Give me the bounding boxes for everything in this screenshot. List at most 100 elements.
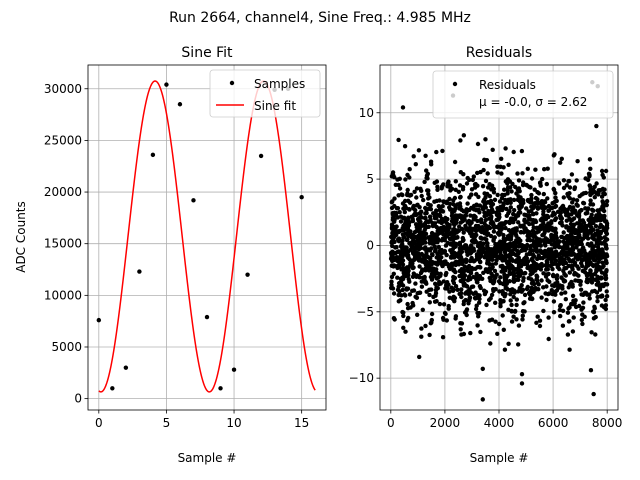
- residual-point: [497, 289, 502, 294]
- residual-point: [396, 299, 401, 304]
- residual-point: [420, 307, 425, 312]
- residual-point: [445, 232, 450, 238]
- residual-point: [476, 314, 481, 319]
- residual-outlier-point: [591, 391, 596, 397]
- residual-point: [460, 187, 466, 192]
- residual-point: [485, 241, 490, 246]
- residual-point: [515, 197, 520, 202]
- residual-point: [457, 273, 462, 279]
- residual-point: [507, 267, 513, 272]
- residual-point: [478, 329, 483, 335]
- residual-point: [555, 209, 561, 214]
- residual-point: [427, 300, 432, 305]
- residual-outlier-point: [519, 371, 525, 377]
- residual-point: [492, 245, 497, 251]
- residual-point: [551, 273, 556, 278]
- residual-point: [527, 184, 532, 190]
- residual-point: [511, 197, 517, 203]
- residual-point: [396, 193, 401, 198]
- residual-point: [474, 279, 480, 285]
- residual-point: [405, 318, 410, 323]
- residual-point: [535, 256, 540, 262]
- residual-point: [400, 262, 406, 267]
- residual-point: [591, 187, 596, 193]
- residual-point: [589, 225, 594, 230]
- residual-point: [564, 183, 569, 188]
- residual-point: [531, 225, 536, 230]
- residual-point: [459, 332, 464, 337]
- residual-point: [469, 234, 474, 239]
- residual-point: [598, 215, 603, 221]
- residual-point: [437, 301, 443, 307]
- residual-point: [466, 301, 471, 306]
- residual-point: [423, 323, 428, 329]
- residual-point: [458, 220, 463, 225]
- residual-point: [395, 275, 400, 280]
- residuals-y-ticks: −10 −5 0 5 10: [349, 106, 380, 385]
- residual-point: [498, 280, 503, 286]
- residual-point: [489, 187, 494, 192]
- x-tick-label: 5: [163, 416, 171, 430]
- residual-point: [468, 251, 473, 256]
- residual-point: [454, 259, 459, 264]
- residual-point: [519, 283, 524, 288]
- residual-point: [474, 275, 479, 281]
- residual-point: [594, 218, 599, 223]
- residual-point: [497, 208, 502, 213]
- residual-point: [508, 205, 513, 210]
- sample-point: [177, 102, 183, 107]
- residual-point: [447, 201, 453, 206]
- residual-point: [455, 235, 460, 240]
- residual-point: [541, 191, 546, 197]
- residual-point: [506, 162, 511, 167]
- samples-points-layer: [96, 82, 304, 391]
- residual-point: [468, 213, 473, 218]
- residual-point: [549, 288, 554, 293]
- residual-point: [464, 312, 469, 318]
- residual-point: [481, 288, 487, 293]
- residual-point: [490, 147, 495, 152]
- residual-point: [432, 213, 437, 219]
- residual-point: [474, 271, 479, 277]
- residual-point: [415, 202, 420, 207]
- residual-point: [426, 268, 432, 273]
- residual-point: [478, 252, 483, 257]
- residual-point: [495, 331, 500, 336]
- residual-point: [505, 273, 510, 279]
- residual-point: [506, 197, 511, 202]
- residual-point: [524, 262, 530, 267]
- residual-point: [411, 154, 416, 159]
- residual-point: [554, 276, 560, 282]
- residual-point: [520, 244, 525, 249]
- residual-point: [406, 268, 411, 273]
- residual-point: [604, 289, 609, 294]
- residual-point: [573, 252, 578, 258]
- residual-point: [515, 171, 520, 176]
- residual-point: [577, 208, 583, 214]
- residual-point: [478, 285, 483, 291]
- residual-point: [533, 167, 538, 172]
- residual-point: [570, 293, 576, 299]
- residual-point: [419, 334, 424, 339]
- residual-point: [462, 273, 467, 278]
- residual-point: [516, 277, 521, 282]
- residual-point: [458, 327, 463, 332]
- residual-point: [592, 257, 597, 263]
- residual-point: [489, 317, 495, 322]
- residual-point: [489, 292, 495, 298]
- residual-point: [396, 229, 401, 234]
- residual-point: [460, 261, 465, 267]
- residual-point: [506, 341, 511, 346]
- residual-point: [560, 308, 566, 313]
- residual-point: [475, 292, 480, 298]
- residual-point: [599, 293, 605, 298]
- residual-point: [592, 184, 597, 189]
- residuals-x-label: Sample #: [470, 451, 529, 465]
- residual-point: [446, 306, 451, 311]
- residual-point: [483, 178, 489, 184]
- residual-point: [394, 245, 399, 250]
- residual-point: [505, 187, 510, 193]
- residual-point: [544, 240, 549, 245]
- sine-fit-panel: 0 5 10 15 0 5000 10000 15000 20000 25000 30000 Si…: [14, 45, 327, 465]
